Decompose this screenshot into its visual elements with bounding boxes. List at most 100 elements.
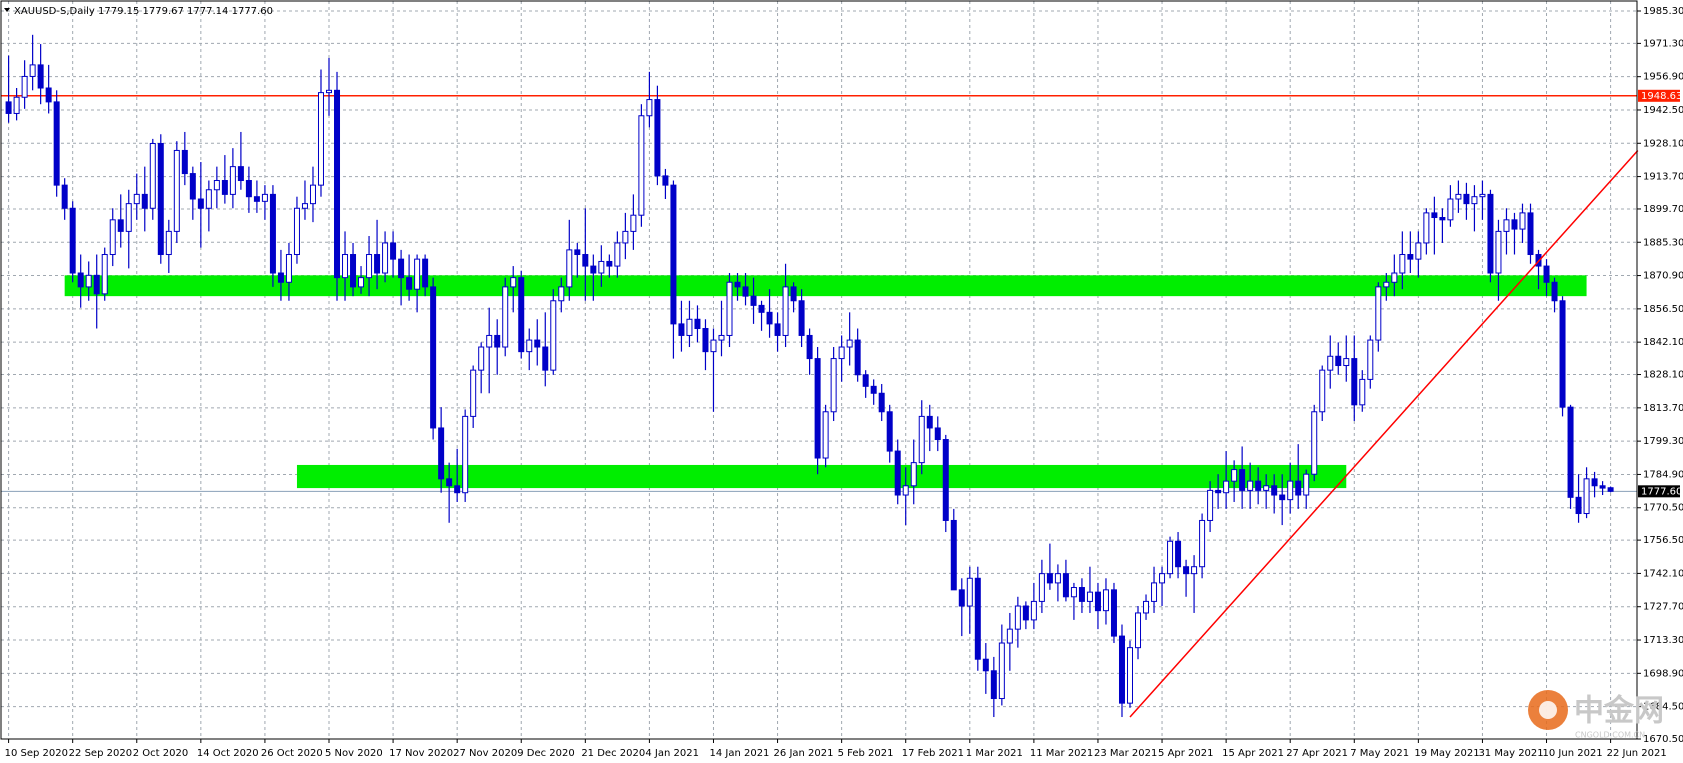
- candle-body: [886, 411, 893, 452]
- candle-body: [678, 323, 685, 336]
- candle-body: [1239, 469, 1246, 491]
- candle-body: [125, 203, 132, 232]
- candle-body: [502, 286, 509, 348]
- y-tick-label: 1856.50: [1643, 304, 1683, 315]
- candle-body: [846, 339, 853, 348]
- candle-body: [758, 304, 765, 313]
- candle-body: [462, 415, 469, 494]
- candle-body: [1183, 566, 1190, 575]
- candle-body: [702, 328, 709, 353]
- candle-body: [686, 318, 693, 336]
- candle-body: [1223, 480, 1230, 494]
- candle-body: [1351, 358, 1358, 406]
- x-tick-label: 5 Feb 2021: [838, 748, 894, 759]
- candle-body: [229, 166, 236, 195]
- price-label: 1948.63: [1641, 91, 1682, 102]
- zones: [64, 275, 1587, 489]
- candle-body: [1247, 480, 1254, 491]
- candle-body: [430, 286, 437, 429]
- x-tick-label: 31 May 2021: [1478, 748, 1543, 759]
- candle-body: [566, 249, 573, 288]
- plot: [1, 34, 1639, 718]
- price-label: 1777.60: [1641, 486, 1682, 497]
- candle-body: [1191, 566, 1198, 575]
- x-tick-label: 22 Sep 2020: [69, 748, 132, 759]
- candle-body: [1175, 540, 1182, 568]
- candle-body: [1054, 573, 1061, 584]
- candle-body: [814, 358, 821, 459]
- candle-body: [1575, 496, 1582, 515]
- candle-body: [181, 149, 188, 175]
- y-tick-label: 1913.70: [1643, 172, 1683, 183]
- candle-body: [878, 392, 885, 413]
- candle-body: [406, 277, 413, 290]
- candle-body: [542, 346, 549, 371]
- candle-body: [790, 286, 797, 302]
- y-tick-label: 1813.70: [1643, 403, 1683, 414]
- candle-body: [149, 143, 156, 209]
- candle-body: [1591, 478, 1598, 487]
- candle-body: [518, 277, 525, 353]
- candle-body: [934, 427, 941, 441]
- candle-body: [1287, 480, 1294, 501]
- y-tick-label: 1742.10: [1643, 568, 1683, 579]
- watermark-logo-inner: [1539, 701, 1557, 719]
- price-label-bg: [1638, 89, 1680, 102]
- candle-body: [662, 175, 669, 186]
- candle-body: [1367, 339, 1374, 380]
- candle-body: [269, 193, 276, 274]
- candle-body: [534, 339, 541, 348]
- candle-body: [1110, 589, 1117, 637]
- y-tick-label: 1842.10: [1643, 337, 1683, 348]
- x-tick-label: 14 Jan 2021: [709, 748, 769, 759]
- x-tick-label: 27 Apr 2021: [1286, 748, 1348, 759]
- candle-body: [902, 485, 909, 496]
- candle-body: [374, 254, 381, 274]
- y-tick-label: 1770.50: [1643, 503, 1683, 514]
- candle-body: [454, 485, 461, 494]
- candle-body: [1014, 605, 1021, 630]
- candle-body: [1551, 281, 1558, 302]
- zone: [296, 464, 1347, 489]
- y-tick-label: 1971.30: [1643, 38, 1683, 49]
- y-tick-label: 1928.10: [1643, 138, 1683, 149]
- candle-body: [614, 242, 621, 267]
- candle-body: [1127, 647, 1133, 704]
- watermark: 中金网: [1574, 694, 1664, 729]
- candle-body: [926, 415, 933, 429]
- candle-body: [53, 101, 60, 186]
- candle-body: [606, 260, 613, 267]
- y-tick-label: 1727.70: [1643, 602, 1683, 613]
- watermark-sub: CNGOLD.COM.CN: [1575, 731, 1645, 740]
- candle-body: [1391, 272, 1398, 283]
- candle-body: [1375, 286, 1382, 341]
- candle-body: [1511, 219, 1518, 230]
- candle-body: [734, 281, 741, 288]
- y-tick-label: 1870.90: [1643, 271, 1683, 282]
- candle-body: [830, 358, 837, 413]
- candle-body: [694, 318, 701, 330]
- candle-body: [1102, 589, 1109, 612]
- candle-body: [646, 99, 653, 117]
- candle-body: [1303, 473, 1310, 496]
- candle-body: [958, 589, 965, 607]
- candle-body: [205, 189, 212, 209]
- candle-body: [1423, 212, 1430, 244]
- candle-body: [1207, 489, 1214, 521]
- candle-body: [1094, 591, 1101, 612]
- candle-body: [261, 193, 268, 202]
- x-tick-label: 17 Feb 2021: [902, 748, 964, 759]
- x-tick-label: 11 Mar 2021: [1030, 748, 1093, 759]
- x-tick-label: 15 Apr 2021: [1222, 748, 1284, 759]
- candle-body: [1583, 478, 1590, 515]
- candle-body: [221, 180, 228, 195]
- candle-body: [1279, 494, 1286, 501]
- candle-body: [1070, 587, 1077, 598]
- candle-body: [77, 272, 84, 288]
- candle-body: [157, 143, 164, 256]
- candle-body: [13, 96, 20, 114]
- candle-body: [1503, 219, 1510, 232]
- candle-body: [974, 577, 981, 660]
- candle-body: [1118, 635, 1125, 704]
